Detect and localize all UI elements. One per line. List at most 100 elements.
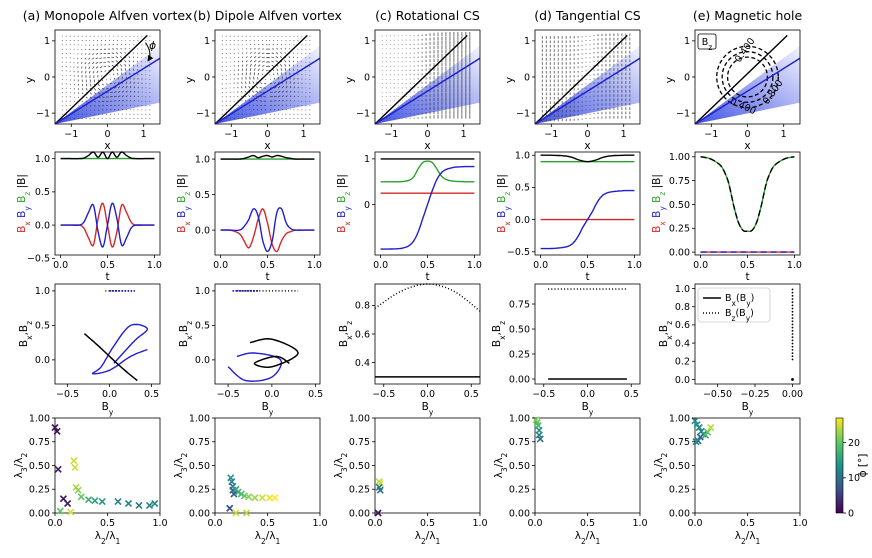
field-dot (265, 35, 267, 37)
field-dot (225, 66, 227, 67)
field-arrow (277, 90, 281, 93)
field-dot (305, 109, 307, 111)
field-dot (253, 118, 255, 120)
x-tick-label: 0.0 (53, 260, 68, 271)
field-arrow (111, 56, 115, 59)
field-arrow (277, 95, 281, 98)
field-dot (117, 118, 119, 120)
x-tick-label: 0.5 (464, 389, 479, 400)
field-dot (309, 57, 311, 59)
series-by (380, 165, 475, 250)
field-dot (229, 100, 231, 102)
field-dot (309, 53, 311, 54)
field-arrow (271, 56, 275, 59)
field-dot (81, 113, 83, 115)
field-dot (61, 40, 63, 41)
field-dot (589, 44, 591, 46)
field-arrow (115, 60, 119, 63)
label-part: B (725, 308, 732, 319)
field-dot (65, 40, 67, 41)
field-arrow (97, 100, 101, 103)
field-arrow (93, 92, 97, 95)
field-dot (305, 92, 307, 93)
field-dot (221, 44, 223, 46)
field-dot (101, 118, 103, 120)
field-arrow (111, 60, 115, 63)
field-dot (141, 100, 143, 102)
field-arrow (245, 60, 248, 63)
field-arrow (81, 70, 83, 74)
label-part: 2 (20, 453, 29, 458)
field-arrow (277, 104, 280, 106)
label-part: y (269, 408, 274, 417)
y-tick-label: 1 (44, 36, 50, 47)
field-dot (233, 40, 235, 41)
field-dot (149, 61, 151, 63)
field-dot (245, 113, 247, 115)
field-arrow (89, 96, 92, 99)
field-arrow (117, 90, 121, 93)
field-dot (65, 57, 67, 59)
field-dot (85, 118, 87, 120)
marker-stroke (375, 483, 383, 491)
x-tick-label: 0.5 (260, 518, 275, 529)
x-tick-label: −1 (384, 129, 398, 140)
field-dot (65, 83, 67, 85)
field-dot (281, 118, 283, 120)
field-dot (149, 87, 151, 89)
field-arrow (99, 57, 103, 59)
field-arrow (244, 100, 247, 102)
field-arrow (77, 66, 79, 69)
field-dot (277, 35, 279, 37)
field-arrow (237, 95, 239, 98)
field-arrow (297, 56, 299, 59)
field-dot (69, 96, 71, 98)
field-arrow (88, 61, 91, 65)
marker-stroke (251, 494, 259, 502)
field-dot (589, 74, 591, 76)
field-dot (221, 105, 223, 107)
field-arrow (281, 104, 284, 106)
field-arrow (113, 100, 117, 102)
label-part: λ (415, 530, 421, 542)
field-arrow (117, 104, 120, 106)
field-dot (237, 113, 239, 115)
label-part: B (16, 226, 28, 233)
field-dot (69, 40, 71, 41)
field-arrow (128, 60, 131, 63)
scatter-marker (226, 504, 234, 512)
label-part: z (732, 314, 736, 323)
label-part: |B| (176, 174, 188, 192)
field-arrow (289, 81, 292, 84)
label-part: /λ (266, 530, 276, 542)
x-tick-label: 1 (461, 129, 467, 140)
field-arrow (124, 48, 127, 50)
scatter-marker (232, 509, 240, 517)
field-dot (589, 66, 591, 67)
label-part: B (16, 211, 28, 218)
field-arrow (256, 104, 259, 106)
field-arrow (111, 64, 115, 67)
reference-line (535, 34, 628, 124)
field-dot (305, 53, 307, 54)
label-part: λ (575, 530, 581, 542)
marker-stroke (533, 419, 541, 427)
field-arrow (92, 70, 95, 74)
scatter-marker (707, 423, 715, 432)
field-dot (221, 109, 223, 111)
field-arrow (259, 91, 263, 93)
field-dot (237, 105, 239, 107)
field-dot (589, 83, 591, 85)
field-dot (589, 100, 591, 102)
field-arrow (133, 95, 136, 98)
field-arrow (280, 63, 283, 67)
field-dot (133, 118, 135, 120)
label-part: z (658, 192, 667, 196)
bz-by-point (791, 314, 794, 316)
field-dot (233, 48, 235, 50)
field-arrow (281, 90, 285, 93)
label-part: 2 (741, 537, 746, 546)
field-dot (241, 40, 243, 41)
scatter-marker (258, 494, 266, 502)
field-arrow (81, 100, 84, 103)
